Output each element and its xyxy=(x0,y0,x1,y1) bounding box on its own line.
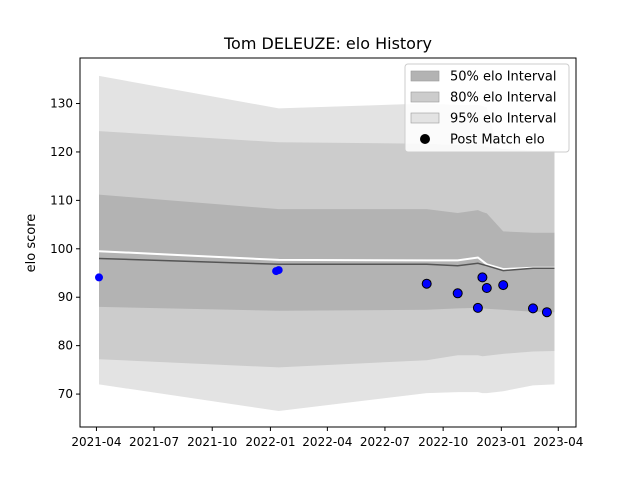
y-tick-label: 130 xyxy=(50,97,73,111)
legend-label: 80% elo Interval xyxy=(450,91,557,106)
x-tick-label: 2022-04 xyxy=(302,435,352,449)
elo-points xyxy=(95,266,552,318)
x-tick-label: 2021-10 xyxy=(187,435,237,449)
x-tick-label: 2022-07 xyxy=(360,435,410,449)
interval-bands xyxy=(99,75,555,412)
x-tick-label: 2022-10 xyxy=(418,435,468,449)
post-match-elo-point xyxy=(477,272,488,283)
chart-title: Tom DELEUZE: elo History xyxy=(223,34,432,53)
post-match-elo-point xyxy=(421,278,432,289)
y-tick-label: 110 xyxy=(50,193,73,207)
post-match-elo-point xyxy=(472,302,483,313)
post-match-elo-point xyxy=(481,283,492,293)
elo-lines xyxy=(98,250,555,272)
plot-frame xyxy=(79,57,577,428)
y-tick-label: 90 xyxy=(58,290,73,304)
elo-point-early xyxy=(95,273,103,282)
elo-median-line xyxy=(98,257,555,272)
legend: 50% elo Interval 80% elo Interval 95% elo … xyxy=(404,63,570,153)
elo-point-early xyxy=(274,266,283,275)
legend-box xyxy=(404,63,570,153)
post-match-elo-point xyxy=(498,280,509,291)
legend-marker xyxy=(420,134,430,144)
x-tick-label: 2021-04 xyxy=(71,435,121,449)
legend-label: Post Match elo xyxy=(450,133,545,148)
y-tick-label: 70 xyxy=(58,387,73,401)
y-tick-label: 120 xyxy=(50,145,73,159)
x-tick-label: 2023-04 xyxy=(533,435,583,449)
legend-swatch xyxy=(410,91,440,103)
legend-swatch xyxy=(410,112,440,124)
post-match-elo-point xyxy=(541,307,552,318)
x-tick-label: 2022-01 xyxy=(245,435,295,449)
x-tick-label: 2023-01 xyxy=(476,435,526,449)
band-50-interval xyxy=(99,194,555,313)
post-match-elo-point xyxy=(452,288,463,299)
x-axis: 2021-04 2021-07 2021-10 2022-01 2022-04 2022-… xyxy=(71,427,583,449)
y-axis-label: elo score xyxy=(24,214,39,273)
x-tick-label: 2021-07 xyxy=(129,435,179,449)
y-axis: 70 80 90 100 110 120 130 xyxy=(50,97,80,401)
y-tick-label: 100 xyxy=(50,242,73,256)
legend-swatch xyxy=(410,70,440,82)
y-tick-label: 80 xyxy=(58,339,73,353)
legend-label: 95% elo Interval xyxy=(450,112,557,127)
elo-mean-line xyxy=(98,250,555,271)
post-match-elo-point xyxy=(528,303,538,314)
legend-label: 50% elo Interval xyxy=(450,70,557,85)
